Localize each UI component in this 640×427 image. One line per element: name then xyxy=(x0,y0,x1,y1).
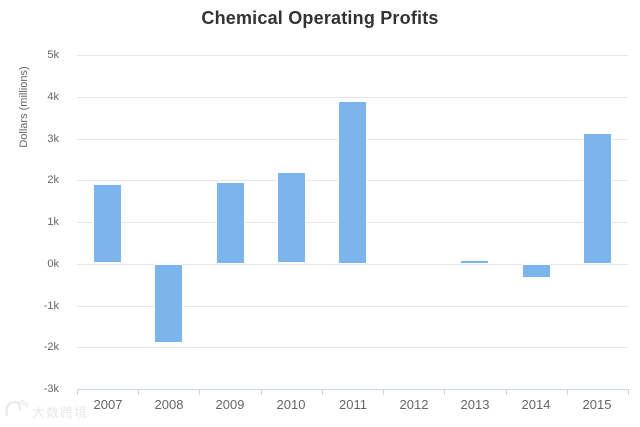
x-axis-line xyxy=(77,389,628,390)
watermark: 大数跨境 xyxy=(3,399,88,423)
bar-2014[interactable] xyxy=(522,264,551,278)
bar-2010[interactable] xyxy=(277,172,306,263)
x-axis-tick xyxy=(77,389,78,395)
y-axis-tick-label: -3k xyxy=(43,383,59,395)
x-axis-tick xyxy=(138,389,139,395)
watermark-text: 大数跨境 xyxy=(32,404,89,420)
bar-2008[interactable] xyxy=(154,264,183,343)
gridline xyxy=(77,55,628,56)
x-axis-tick xyxy=(383,389,384,395)
bar-2009[interactable] xyxy=(216,182,245,264)
x-axis-tick xyxy=(567,389,568,395)
x-axis-tick xyxy=(444,389,445,395)
x-axis-tick xyxy=(199,389,200,395)
x-axis-label-2012: 2012 xyxy=(399,397,429,412)
x-axis-label-2014: 2014 xyxy=(521,397,551,412)
gridline xyxy=(77,306,628,307)
bar-2015[interactable] xyxy=(583,133,612,264)
x-axis-tick xyxy=(506,389,507,395)
y-axis-tick-label: 4k xyxy=(47,91,59,103)
x-axis-tick xyxy=(322,389,323,395)
y-axis-tick-label: -2k xyxy=(43,341,59,353)
x-axis-tick xyxy=(628,389,629,395)
gridline xyxy=(77,97,628,98)
x-axis-label-2009: 2009 xyxy=(215,397,245,412)
x-axis-label-2010: 2010 xyxy=(276,397,306,412)
x-axis-label-2015: 2015 xyxy=(582,397,612,412)
y-axis-tick-label: 3k xyxy=(47,133,59,145)
bar-2012[interactable] xyxy=(399,262,428,264)
x-axis-label-2011: 2011 xyxy=(339,397,367,412)
x-axis-tick xyxy=(261,389,262,395)
bar-2007[interactable] xyxy=(93,184,122,263)
gridline xyxy=(77,264,628,265)
chart-title: Chemical Operating Profits xyxy=(201,8,439,28)
y-axis-tick-label: 5k xyxy=(47,49,59,61)
y-axis-tick-label: 0k xyxy=(47,258,59,270)
y-axis-tick-label: 1k xyxy=(47,216,59,228)
gridline xyxy=(77,347,628,348)
x-axis-label-2007: 2007 xyxy=(93,397,123,412)
y-axis-tick-label: -1k xyxy=(43,300,59,312)
bar-2011[interactable] xyxy=(338,101,367,264)
x-axis-label-2013: 2013 xyxy=(460,397,490,412)
x-axis-label-2008: 2008 xyxy=(154,397,184,412)
watermark-logo-icon xyxy=(3,399,29,423)
bar-2013[interactable] xyxy=(460,260,489,264)
y-axis-tick-label: 2k xyxy=(47,174,59,186)
